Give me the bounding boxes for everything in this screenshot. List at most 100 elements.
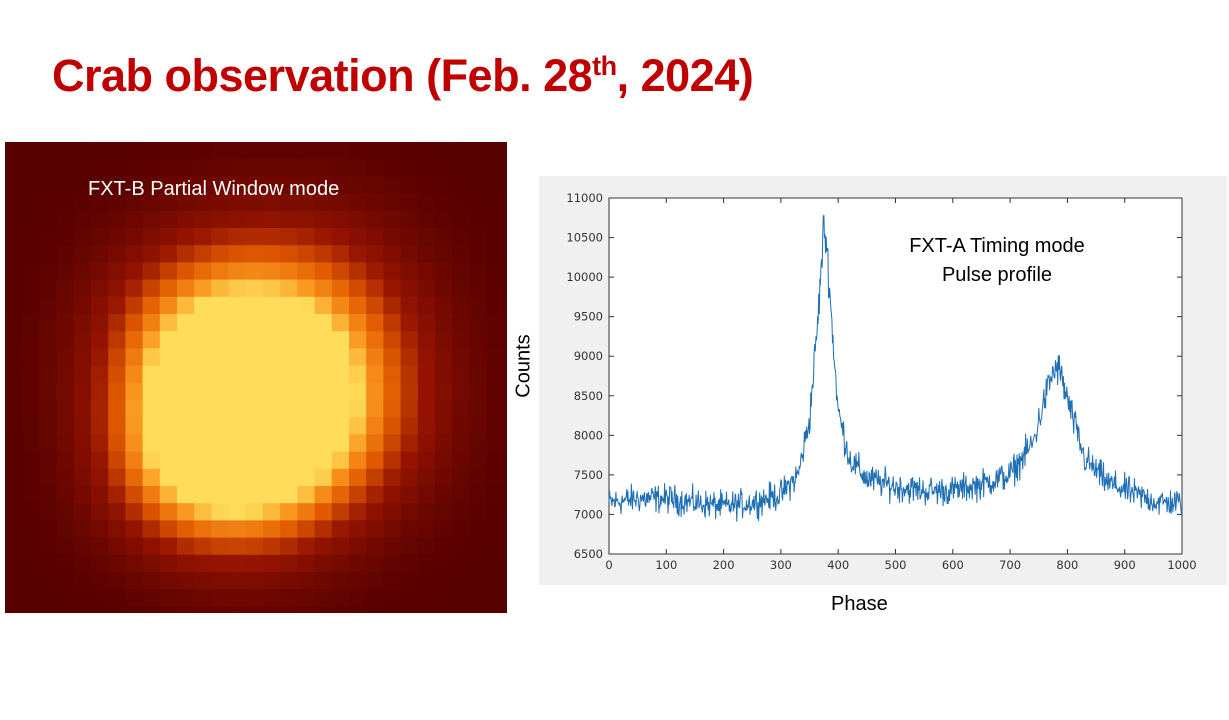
heatmap-pixel — [142, 142, 161, 160]
heatmap-pixel — [22, 486, 40, 504]
heatmap-pixel — [435, 486, 453, 504]
heatmap-pixel — [228, 331, 247, 349]
heatmap-pixel — [486, 589, 505, 607]
heatmap-pixel — [280, 468, 298, 487]
heatmap-pixel — [22, 348, 40, 367]
heatmap-pixel — [125, 228, 144, 246]
heatmap-pixel — [297, 142, 316, 160]
heatmap-pixel — [314, 451, 333, 470]
heatmap-pixel — [400, 245, 419, 263]
heatmap-pixel — [331, 382, 350, 401]
heatmap-pixel — [245, 537, 264, 556]
heatmap-pixel — [452, 400, 470, 418]
heatmap-pixel — [5, 382, 23, 401]
heatmap-pixel — [211, 486, 230, 504]
heatmap-pixel — [314, 245, 333, 263]
heatmap-pixel — [452, 228, 470, 246]
heatmap-pixel — [503, 468, 507, 487]
heatmap-pixel — [142, 176, 161, 195]
heatmap-pixel — [142, 314, 161, 332]
heatmap-pixel — [349, 262, 367, 281]
heatmap-pixel — [39, 572, 58, 590]
heatmap-pixel — [486, 417, 505, 435]
heatmap-pixel — [91, 468, 109, 487]
heatmap-pixel — [142, 348, 161, 367]
heatmap-pixel — [486, 296, 505, 315]
heatmap-pixel — [331, 434, 350, 453]
heatmap-pixel — [263, 382, 281, 401]
heatmap-pixel — [417, 537, 436, 556]
heatmap-pixel — [142, 606, 161, 613]
heatmap-pixel — [22, 176, 40, 195]
heatmap-pixel — [400, 417, 419, 435]
heatmap-pixel — [435, 228, 453, 246]
heatmap-pixel — [297, 382, 316, 401]
heatmap-pixel — [194, 400, 212, 418]
heatmap-pixel — [211, 193, 230, 212]
heatmap-pixel — [125, 193, 144, 212]
heatmap-pixel — [469, 348, 488, 367]
heatmap-pixel — [125, 537, 144, 556]
heatmap-pixel — [280, 193, 298, 212]
heatmap-pixel — [245, 210, 264, 229]
y-tick-label: 8500 — [574, 389, 603, 403]
heatmap-pixel — [22, 554, 40, 573]
heatmap-pixel — [314, 348, 333, 367]
heatmap-pixel — [56, 142, 75, 160]
heatmap-pixel — [383, 210, 402, 229]
heatmap-pixel — [108, 554, 126, 573]
heatmap-pixel — [400, 554, 419, 573]
heatmap-pixel — [125, 554, 144, 573]
heatmap-pixel — [280, 279, 298, 298]
heatmap-pixel — [56, 486, 75, 504]
heatmap-pixel — [245, 245, 264, 263]
heatmap-pixel — [39, 486, 58, 504]
heatmap-pixel — [142, 417, 161, 435]
heatmap-pixel — [503, 279, 507, 298]
heatmap-pixel — [452, 554, 470, 573]
heatmap-pixel — [314, 365, 333, 384]
heatmap-pixel — [211, 417, 230, 435]
heatmap-pixel — [452, 314, 470, 332]
heatmap-pixel — [39, 193, 58, 212]
heatmap-pixel — [245, 159, 264, 177]
heatmap-pixel — [39, 382, 58, 401]
heatmap-pixel — [108, 245, 126, 263]
y-tick-label: 9500 — [574, 310, 603, 324]
heatmap-pixel — [22, 262, 40, 281]
heatmap-pixel — [228, 228, 247, 246]
heatmap-pixel — [159, 606, 178, 613]
heatmap-pixel — [245, 176, 264, 195]
heatmap-pixel — [297, 451, 316, 470]
heatmap-pixel — [263, 503, 281, 521]
heatmap-pixel — [5, 176, 23, 195]
heatmap-pixel — [349, 486, 367, 504]
heatmap-pixel — [331, 468, 350, 487]
heatmap-pixel — [349, 142, 367, 160]
heatmap-pixel — [349, 589, 367, 607]
heatmap-pixel — [177, 193, 195, 212]
heatmap-pixel — [263, 159, 281, 177]
heatmap-pixel — [263, 176, 281, 195]
heatmap-pixel — [349, 296, 367, 315]
heatmap-pixel — [159, 348, 178, 367]
image-label: FXT-B Partial Window mode — [88, 178, 340, 200]
heatmap-pixel — [280, 348, 298, 367]
heatmap-pixel — [142, 589, 161, 607]
heatmap-pixel — [211, 606, 230, 613]
y-tick-label: 10000 — [566, 270, 603, 284]
y-tick-label: 6500 — [574, 547, 603, 561]
heatmap-pixel — [263, 572, 281, 590]
heatmap-pixel — [177, 176, 195, 195]
heatmap-pixel — [108, 468, 126, 487]
heatmap-pixel — [400, 348, 419, 367]
heatmap-pixel — [297, 245, 316, 263]
heatmap-pixel — [5, 537, 23, 556]
heatmap-pixel — [245, 262, 264, 281]
heatmap-pixel — [228, 537, 247, 556]
heatmap-pixel — [245, 606, 264, 613]
heatmap-pixel — [383, 193, 402, 212]
heatmap-pixel — [452, 520, 470, 539]
heatmap-pixel — [314, 537, 333, 556]
heatmap-pixel — [331, 554, 350, 573]
